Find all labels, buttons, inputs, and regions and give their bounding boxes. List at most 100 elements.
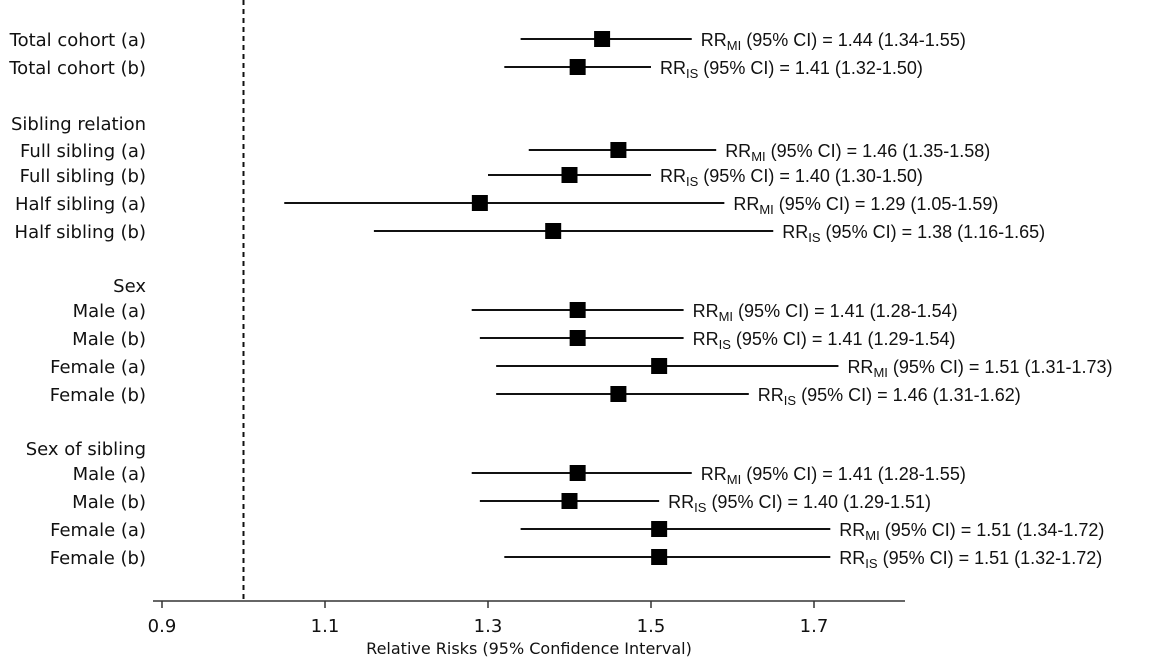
forest-row: Male (b) RRIS (95% CI) = 1.41 (1.29-1.54) bbox=[72, 329, 955, 352]
row-label: Female (a) bbox=[50, 520, 146, 541]
rr-prefix: RR bbox=[693, 301, 719, 321]
forest-row: Total cohort (b) RRIS (95% CI) = 1.41 (1.… bbox=[8, 58, 923, 81]
estimate-annotation: RRIS (95% CI) = 1.40 (1.29-1.51) bbox=[668, 492, 931, 515]
point-estimate-marker bbox=[569, 330, 586, 346]
point-estimate-marker bbox=[651, 358, 668, 374]
ci-label: (95% CI) = bbox=[888, 357, 985, 377]
rr-subscript: IS bbox=[686, 174, 699, 189]
row-label: Female (b) bbox=[50, 385, 146, 406]
point-estimate-marker bbox=[561, 493, 578, 509]
forest-row: Male (a) RRMI (95% CI) = 1.41 (1.28-1.55) bbox=[73, 464, 966, 487]
ci-label: (95% CI) = bbox=[731, 329, 828, 349]
forest-row: Total cohort (a) RRMI (95% CI) = 1.44 (1.… bbox=[9, 30, 966, 53]
estimate-value-text: 1.38 (1.16-1.65) bbox=[917, 222, 1045, 242]
rr-prefix: RR bbox=[839, 520, 865, 540]
rr-subscript: IS bbox=[865, 556, 878, 571]
estimate-annotation: RRIS (95% CI) = 1.40 (1.30-1.50) bbox=[660, 166, 923, 189]
estimate-annotation: RRMI (95% CI) = 1.51 (1.31-1.73) bbox=[847, 357, 1112, 380]
rr-subscript: MI bbox=[727, 472, 741, 487]
point-estimate-marker bbox=[610, 142, 627, 158]
rr-subscript: MI bbox=[865, 528, 879, 543]
forest-row: Female (b) RRIS (95% CI) = 1.46 (1.31-1.6… bbox=[50, 385, 1021, 408]
row-label: Total cohort (a) bbox=[9, 30, 146, 51]
row-label: Female (a) bbox=[50, 357, 146, 378]
x-axis: 0.9 1.1 1.3 1.5 1.7 bbox=[148, 600, 905, 637]
rr-prefix: RR bbox=[839, 548, 865, 568]
estimate-value-text: 1.46 (1.31-1.62) bbox=[893, 385, 1021, 405]
row-label: Male (b) bbox=[72, 329, 146, 350]
estimate-value-text: 1.51 (1.32-1.72) bbox=[974, 548, 1102, 568]
row-label: Female (b) bbox=[50, 548, 146, 569]
estimate-value-text: 1.51 (1.34-1.72) bbox=[976, 520, 1104, 540]
forest-row: Full sibling (a) RRMI (95% CI) = 1.46 (1.… bbox=[20, 141, 990, 164]
estimate-annotation: RRIS (95% CI) = 1.51 (1.32-1.72) bbox=[839, 548, 1102, 571]
x-tick-label: 0.9 bbox=[148, 616, 177, 637]
rr-prefix: RR bbox=[725, 141, 751, 161]
ci-label: (95% CI) = bbox=[880, 520, 977, 540]
estimate-value-text: 1.51 (1.31-1.73) bbox=[984, 357, 1112, 377]
ci-label: (95% CI) = bbox=[741, 464, 838, 484]
point-estimate-marker bbox=[569, 465, 586, 481]
ci-label: (95% CI) = bbox=[698, 166, 795, 186]
point-estimate-marker bbox=[545, 223, 562, 239]
rr-prefix: RR bbox=[701, 464, 727, 484]
point-estimate-marker bbox=[610, 386, 627, 402]
estimate-annotation: RRMI (95% CI) = 1.41 (1.28-1.55) bbox=[701, 464, 966, 487]
point-estimate-marker bbox=[594, 31, 611, 47]
ci-label: (95% CI) = bbox=[741, 30, 838, 50]
forest-row: Full sibling (b) RRIS (95% CI) = 1.40 (1.… bbox=[20, 166, 923, 189]
forest-row: Half sibling (a) RRMI (95% CI) = 1.29 (1.… bbox=[15, 194, 998, 217]
ci-label: (95% CI) = bbox=[774, 194, 871, 214]
group-header: Sex of sibling bbox=[26, 439, 146, 460]
rr-prefix: RR bbox=[701, 30, 727, 50]
rr-prefix: RR bbox=[660, 166, 686, 186]
point-estimate-marker bbox=[651, 521, 668, 537]
x-tick-label: 1.3 bbox=[474, 616, 503, 637]
forest-row: Female (a) RRMI (95% CI) = 1.51 (1.34-1.7… bbox=[50, 520, 1104, 543]
row-label: Half sibling (a) bbox=[15, 194, 146, 215]
estimate-value-text: 1.41 (1.28-1.55) bbox=[838, 464, 966, 484]
rr-subscript: IS bbox=[686, 66, 699, 81]
forest-row: Half sibling (b) RRIS (95% CI) = 1.38 (1.… bbox=[15, 222, 1046, 245]
row-label: Male (a) bbox=[73, 301, 146, 322]
x-tick-label: 1.5 bbox=[637, 616, 666, 637]
row-label: Full sibling (b) bbox=[20, 166, 146, 187]
rr-prefix: RR bbox=[733, 194, 759, 214]
estimate-value-text: 1.41 (1.28-1.54) bbox=[830, 301, 958, 321]
rr-subscript: MI bbox=[719, 309, 733, 324]
estimate-value-text: 1.40 (1.29-1.51) bbox=[803, 492, 931, 512]
estimate-value-text: 1.40 (1.30-1.50) bbox=[795, 166, 923, 186]
ci-label: (95% CI) = bbox=[796, 385, 893, 405]
point-estimate-marker bbox=[569, 302, 586, 318]
rr-prefix: RR bbox=[660, 58, 686, 78]
rr-subscript: MI bbox=[873, 365, 887, 380]
rr-subscript: IS bbox=[719, 337, 732, 352]
rr-prefix: RR bbox=[693, 329, 719, 349]
estimate-annotation: RRMI (95% CI) = 1.51 (1.34-1.72) bbox=[839, 520, 1104, 543]
estimate-annotation: RRMI (95% CI) = 1.29 (1.05-1.59) bbox=[733, 194, 998, 217]
ci-label: (95% CI) = bbox=[766, 141, 863, 161]
forest-row: Female (b) RRIS (95% CI) = 1.51 (1.32-1.7… bbox=[50, 548, 1103, 571]
row-label: Male (b) bbox=[72, 492, 146, 513]
x-tick-label: 1.7 bbox=[800, 616, 829, 637]
ci-label: (95% CI) = bbox=[878, 548, 975, 568]
rr-subscript: MI bbox=[759, 202, 773, 217]
estimate-value-text: 1.29 (1.05-1.59) bbox=[870, 194, 998, 214]
forest-row: Male (a) RRMI (95% CI) = 1.41 (1.28-1.54) bbox=[73, 301, 958, 324]
ci-label: (95% CI) = bbox=[698, 58, 795, 78]
row-label: Full sibling (a) bbox=[20, 141, 146, 162]
estimate-value-text: 1.41 (1.29-1.54) bbox=[827, 329, 955, 349]
estimate-value-text: 1.44 (1.34-1.55) bbox=[838, 30, 966, 50]
estimate-annotation: RRMI (95% CI) = 1.46 (1.35-1.58) bbox=[725, 141, 990, 164]
estimate-annotation: RRIS (95% CI) = 1.46 (1.31-1.62) bbox=[758, 385, 1021, 408]
rr-prefix: RR bbox=[758, 385, 784, 405]
rows-layer: Total cohort (a) RRMI (95% CI) = 1.44 (1.… bbox=[8, 30, 1112, 571]
row-label: Half sibling (b) bbox=[15, 222, 146, 243]
estimate-annotation: RRIS (95% CI) = 1.41 (1.29-1.54) bbox=[693, 329, 956, 352]
estimate-annotation: RRIS (95% CI) = 1.41 (1.32-1.50) bbox=[660, 58, 923, 81]
estimate-annotation: RRMI (95% CI) = 1.44 (1.34-1.55) bbox=[701, 30, 966, 53]
point-estimate-marker bbox=[569, 59, 586, 75]
rr-subscript: MI bbox=[751, 149, 765, 164]
x-tick-label: 1.1 bbox=[311, 616, 340, 637]
ci-label: (95% CI) = bbox=[733, 301, 830, 321]
